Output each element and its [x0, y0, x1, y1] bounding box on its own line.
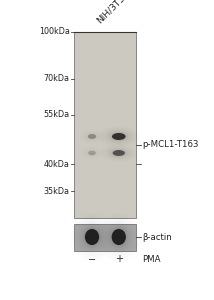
Ellipse shape: [85, 229, 99, 245]
Bar: [74, 32, 136, 218]
Ellipse shape: [88, 151, 96, 155]
Text: 55kDa: 55kDa: [43, 110, 70, 119]
Text: 35kDa: 35kDa: [44, 187, 70, 196]
Text: PMA: PMA: [142, 255, 161, 264]
Text: NIH/3T3: NIH/3T3: [94, 0, 126, 25]
Text: 40kDa: 40kDa: [44, 160, 70, 169]
Ellipse shape: [112, 133, 126, 140]
Text: +: +: [115, 254, 123, 265]
Ellipse shape: [88, 134, 96, 139]
Ellipse shape: [112, 229, 126, 245]
Text: −: −: [88, 254, 96, 265]
Text: β-actin: β-actin: [142, 232, 172, 242]
Text: 70kDa: 70kDa: [44, 74, 70, 83]
Bar: [74, 224, 136, 250]
Ellipse shape: [113, 150, 125, 156]
Text: 100kDa: 100kDa: [39, 27, 70, 36]
Ellipse shape: [82, 226, 102, 248]
Text: p-MCL1-T163: p-MCL1-T163: [142, 140, 199, 149]
Ellipse shape: [109, 226, 128, 248]
